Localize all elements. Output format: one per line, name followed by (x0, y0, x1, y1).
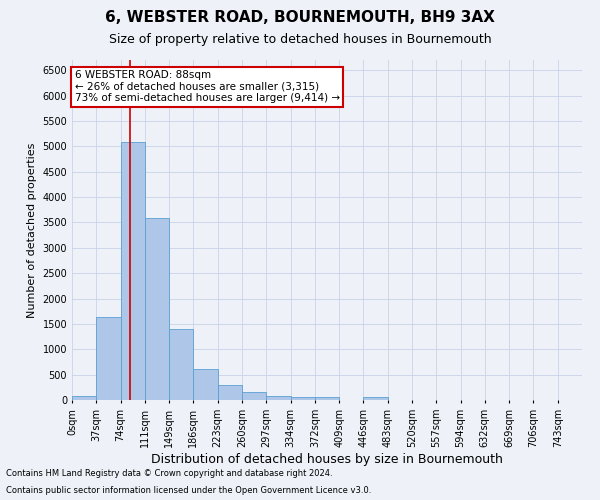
Bar (193, 369, 218, 400)
Bar (290, 397, 315, 400)
Bar (242, 392, 266, 400)
Bar (169, 329, 193, 400)
Y-axis label: Number of detached properties: Number of detached properties (27, 142, 37, 318)
X-axis label: Distribution of detached houses by size in Bournemouth: Distribution of detached houses by size … (151, 452, 503, 466)
Bar (145, 218, 169, 400)
Bar (266, 396, 290, 400)
Bar (121, 142, 145, 400)
Bar (364, 397, 388, 400)
Text: Contains HM Land Registry data © Crown copyright and database right 2024.: Contains HM Land Registry data © Crown c… (6, 468, 332, 477)
Text: 6 WEBSTER ROAD: 88sqm
← 26% of detached houses are smaller (3,315)
73% of semi-d: 6 WEBSTER ROAD: 88sqm ← 26% of detached … (74, 70, 340, 103)
Text: Size of property relative to detached houses in Bournemouth: Size of property relative to detached ho… (109, 32, 491, 46)
Bar (315, 397, 339, 400)
Text: Contains public sector information licensed under the Open Government Licence v3: Contains public sector information licen… (6, 486, 371, 495)
Bar (96, 317, 121, 400)
Bar (218, 384, 242, 400)
Bar (72, 396, 96, 400)
Text: 6, WEBSTER ROAD, BOURNEMOUTH, BH9 3AX: 6, WEBSTER ROAD, BOURNEMOUTH, BH9 3AX (105, 10, 495, 25)
